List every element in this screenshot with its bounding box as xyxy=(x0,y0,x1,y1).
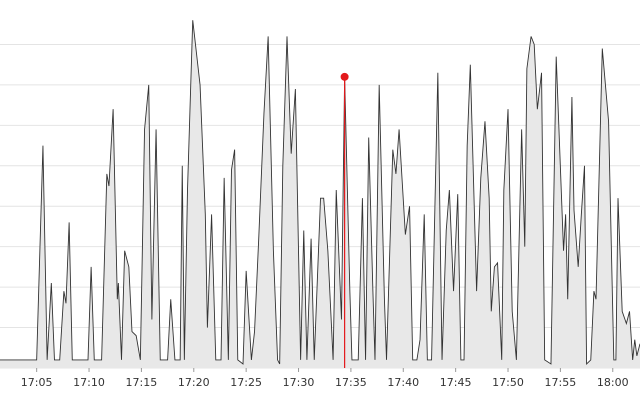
x-tick-label: 17:55 xyxy=(545,376,577,389)
x-tick-label: 18:00 xyxy=(597,376,629,389)
x-tick-label: 17:45 xyxy=(440,376,472,389)
highlight-point xyxy=(340,72,349,81)
x-tick-label: 17:35 xyxy=(335,376,367,389)
x-tick-label: 17:05 xyxy=(21,376,53,389)
area xyxy=(0,20,640,368)
x-tick-label: 17:15 xyxy=(126,376,158,389)
x-tick-label: 17:20 xyxy=(178,376,210,389)
x-tick-label: 17:30 xyxy=(283,376,315,389)
line xyxy=(0,20,640,366)
x-tick-label: 17:25 xyxy=(230,376,262,389)
x-tick-label: 17:10 xyxy=(73,376,105,389)
x-tick-label: 17:40 xyxy=(387,376,419,389)
x-tick-label: 17:50 xyxy=(492,376,524,389)
